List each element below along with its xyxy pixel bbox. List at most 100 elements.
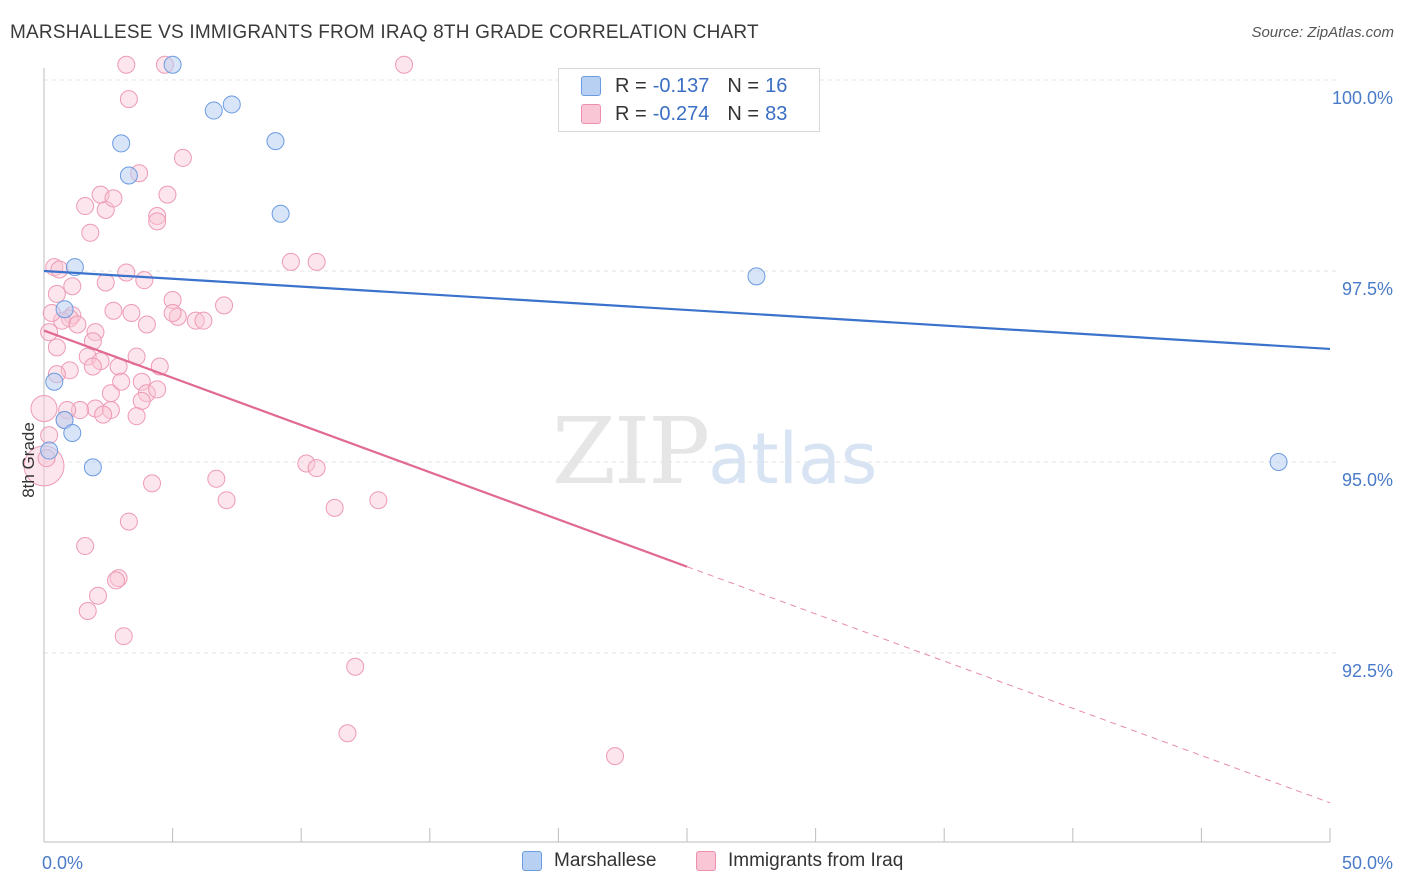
- legend-r-label: R =: [615, 102, 647, 125]
- iraq-point: [81, 223, 100, 242]
- iraq-point: [112, 372, 131, 391]
- iraq-point: [96, 273, 115, 292]
- iraq-point: [68, 315, 87, 334]
- y-axis-label: 8th Grade: [19, 422, 38, 498]
- iraq-point: [173, 148, 192, 167]
- legend-r-value: -0.137: [652, 74, 710, 97]
- marshallese-point: [1269, 453, 1288, 471]
- iraq-point: [47, 284, 66, 303]
- legend-item-marshallese: Marshallese: [522, 850, 656, 872]
- marshallese-point: [55, 300, 74, 319]
- marshallese-point: [204, 101, 223, 120]
- watermark-atlas: atlas: [708, 418, 878, 500]
- legend-swatch-iraq: [696, 851, 716, 871]
- iraq-point: [71, 401, 90, 420]
- legend-r-value: -0.274: [652, 102, 710, 125]
- iraq-point: [346, 657, 365, 676]
- chart-source: Source: ZipAtlas.com: [1251, 24, 1394, 41]
- iraq-point: [30, 395, 58, 423]
- y-tick-label: 100.0%: [1332, 88, 1393, 108]
- iraq-point: [207, 469, 226, 488]
- legend-item-iraq: Immigrants from Iraq: [696, 850, 903, 872]
- legend-row-marshallese: R = -0.137 N = 16: [581, 73, 787, 99]
- stats-legend: R = -0.137 N = 16 R = -0.274 N = 83: [558, 68, 820, 132]
- y-tick-label: 92.5%: [1342, 661, 1393, 681]
- iraq-point: [127, 407, 146, 426]
- iraq-point: [122, 304, 141, 323]
- marshallese-point: [271, 204, 290, 223]
- iraq-point: [63, 277, 82, 296]
- iraq-point: [163, 291, 182, 310]
- marshallese-trend-line: [43, 269, 1331, 351]
- marshallese-point: [112, 134, 131, 153]
- iraq-point: [135, 271, 154, 290]
- iraq-point: [137, 315, 156, 334]
- iraq-point: [186, 311, 205, 330]
- iraq-point: [307, 252, 326, 271]
- iraq-point: [158, 185, 177, 204]
- iraq-point: [217, 491, 236, 510]
- iraq-point: [307, 459, 326, 478]
- iraq-point: [76, 197, 95, 216]
- gridlines: [44, 79, 1340, 654]
- iraq-point: [40, 426, 59, 445]
- marshallese-point: [63, 423, 82, 442]
- legend-swatch-marshallese: [522, 851, 542, 871]
- marshallese-point: [83, 458, 102, 477]
- iraq-point: [369, 491, 388, 510]
- marshallese-point: [45, 372, 64, 391]
- iraq-point: [104, 189, 123, 208]
- legend-row-iraq: R = -0.274 N = 83: [581, 101, 787, 127]
- marshallese-point: [163, 55, 182, 74]
- x-tick-label-right: 50.0%: [1342, 853, 1393, 873]
- iraq-point: [89, 586, 108, 605]
- iraq-point: [117, 55, 136, 74]
- iraq-point: [163, 304, 182, 323]
- iraq-point: [94, 405, 113, 424]
- axis-labels: 100.0% 97.5% 95.0% 92.5% 0.0% 50.0% 8th Grade: [19, 88, 1393, 873]
- y-tick-label: 95.0%: [1342, 470, 1393, 490]
- iraq-point: [281, 252, 300, 271]
- watermark: ZIPatlas: [552, 398, 877, 505]
- iraq-point: [132, 372, 151, 391]
- legend-swatch-marshallese: [581, 76, 601, 96]
- iraq-point: [50, 260, 69, 279]
- legend-n-label: N =: [727, 102, 760, 125]
- legend-swatch-iraq: [581, 104, 601, 124]
- iraq-point: [215, 296, 234, 315]
- marshallese-point: [40, 441, 59, 460]
- series-legend: Marshallese Immigrants from Iraq: [0, 850, 1406, 880]
- iraq-point: [338, 724, 357, 743]
- iraq-point: [148, 380, 167, 399]
- iraq-point: [119, 512, 138, 531]
- marshallese-point: [119, 166, 138, 185]
- legend-n-value: 16: [765, 74, 788, 97]
- iraq-point: [47, 338, 66, 357]
- iraq-point: [78, 601, 97, 620]
- iraq-point: [119, 90, 138, 109]
- legend-label-iraq: Immigrants from Iraq: [728, 850, 904, 871]
- axes: [43, 68, 1331, 843]
- iraq-point: [395, 55, 414, 74]
- iraq-point: [76, 537, 95, 556]
- iraq-point: [109, 569, 128, 588]
- iraq-point: [117, 263, 136, 282]
- legend-r-label: R =: [615, 74, 647, 97]
- marshallese-point: [65, 258, 84, 277]
- data-points: [23, 55, 1288, 766]
- iraq-point: [325, 498, 344, 517]
- marshallese-point: [266, 132, 285, 151]
- iraq-trend-line-extension: [686, 566, 1331, 804]
- iraq-point: [114, 627, 133, 646]
- marshallese-point: [747, 267, 766, 286]
- x-tick-label-left: 0.0%: [42, 853, 83, 873]
- iraq-point: [148, 206, 167, 225]
- marshallese-point: [222, 95, 241, 114]
- legend-label-marshallese: Marshallese: [554, 850, 657, 871]
- iraq-point: [104, 301, 123, 320]
- iraq-point: [148, 212, 167, 231]
- iraq-point: [605, 747, 624, 766]
- legend-n-value: 83: [765, 102, 788, 125]
- y-tick-label: 97.5%: [1342, 279, 1393, 299]
